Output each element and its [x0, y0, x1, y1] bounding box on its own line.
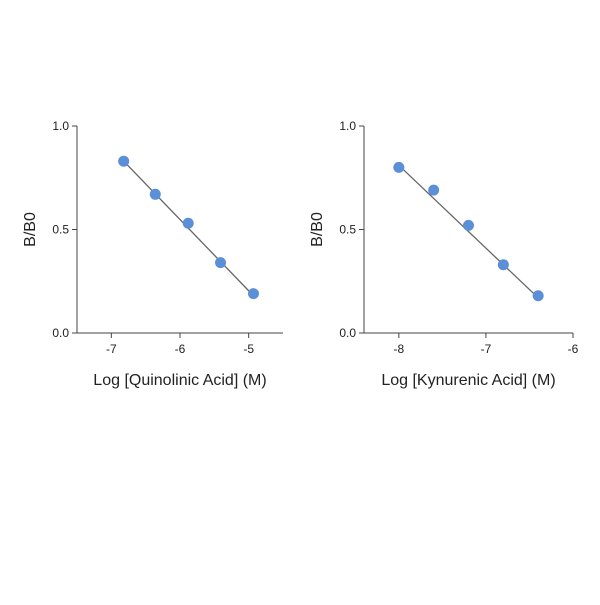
data-point	[497, 259, 509, 271]
y-tick-label: 1.0	[52, 119, 69, 133]
y-tick-label: 0.5	[339, 223, 356, 237]
fit-line	[398, 164, 539, 299]
data-point	[215, 257, 227, 269]
data-point	[118, 155, 130, 167]
data-point	[428, 184, 440, 196]
x-tick-label: -7	[481, 342, 492, 356]
chart-panel-2: 0.0 0.5 1.0 -8 -7 -6 Log [Kynurenic Acid] (M) B…	[309, 119, 579, 389]
data-point	[393, 161, 405, 173]
x-tick-label: -6	[175, 342, 186, 356]
data-point	[532, 290, 544, 302]
data-point	[149, 188, 161, 200]
x-tick-label: -5	[243, 342, 254, 356]
y-tick-label: 0.0	[52, 326, 69, 340]
x-tick-label: -6	[568, 342, 579, 356]
x-axis-label: Log [Quinolinic Acid] (M)	[93, 372, 266, 389]
y-tick-label: 0.0	[339, 326, 356, 340]
data-point	[182, 217, 194, 229]
data-point	[463, 219, 474, 231]
data-point	[247, 288, 259, 300]
x-axis-label: Log [Kynurenic Acid] (M)	[381, 372, 555, 389]
y-tick-label: 1.0	[339, 119, 356, 133]
y-tick-label: 0.5	[52, 223, 69, 237]
y-axis-label: B/B0	[22, 212, 39, 247]
chart-panel-1: 0.0 0.5 1.0 -7 -6 -5 Log [Quinolinic Acid] (M)…	[22, 119, 283, 389]
x-tick-label: -8	[393, 342, 404, 356]
y-axis-label: B/B0	[309, 212, 326, 247]
x-tick-label: -7	[106, 342, 117, 356]
